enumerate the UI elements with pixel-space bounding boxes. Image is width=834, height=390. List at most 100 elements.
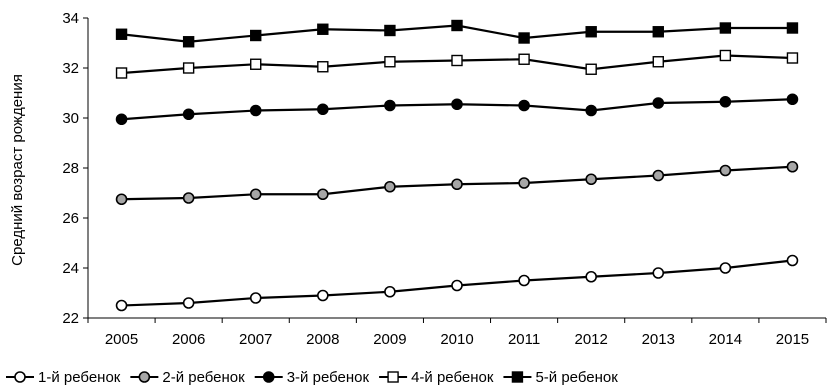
x-tick-label: 2011 [508,331,540,348]
data-point [451,54,463,67]
data-point [451,19,463,32]
data-point [786,160,799,173]
data-point [182,297,195,309]
data-point [786,52,799,64]
x-tick-label: 2006 [172,331,205,348]
legend-item-5: 5-й ребенок [503,369,618,386]
legend-marker [262,371,275,383]
data-point [384,285,396,298]
x-tick-label: 2008 [306,331,339,348]
legend-item-4: 4-й ребенок [379,369,494,386]
series-1 [115,254,799,312]
data-point [250,58,262,70]
data-point [115,67,128,79]
data-point [652,26,664,38]
data-point [518,99,530,112]
y-tick-label: 26 [62,210,79,227]
data-point [115,113,128,126]
data-point [719,262,732,274]
legend-label: 2-й ребенок [162,369,245,386]
data-point [585,26,597,38]
data-point [652,267,665,279]
y-axis-title-group: Средний возраст рождения [9,74,26,266]
data-point [115,28,128,40]
x-tick-label: 2015 [776,331,809,348]
data-point [518,274,530,287]
data-point [115,299,128,312]
data-point [585,173,597,186]
legend-marker [387,371,399,383]
legend-item-2: 2-й ребенок [130,369,245,386]
y-tick-label: 22 [62,310,79,327]
data-point [652,97,665,109]
data-point [786,254,799,267]
legend-marker [138,371,151,383]
legend-marker [511,371,524,383]
legend-label: 4-й ребенок [411,369,494,386]
x-tick-label: 2009 [373,331,406,348]
legend-label: 3-й ребенок [287,369,370,386]
axes: 22 24 26 28 30 32 34 2005 2006 2007 2008 2009 2010 20… [62,10,827,348]
data-point [182,108,195,121]
y-tick-label: 28 [62,160,79,177]
data-point [182,62,195,74]
data-point [585,63,597,75]
data-point [585,270,597,283]
data-point [652,169,665,182]
data-point [719,49,732,62]
data-point [786,22,799,34]
data-point [317,61,329,73]
data-point [451,98,463,111]
data-point [786,93,799,106]
x-tick-label: 2013 [642,331,675,348]
data-point [317,289,329,302]
legend-marker [14,371,26,383]
data-point [182,36,195,48]
data-point [249,188,262,201]
data-point [317,103,329,116]
data-point [384,180,396,193]
data-point [518,177,530,189]
data-point [384,24,396,37]
data-point [719,164,732,177]
y-tick-label: 34 [62,10,79,27]
data-point [317,23,329,35]
data-point [652,56,664,68]
x-tick-label: 2014 [709,331,742,348]
data-point [249,292,262,304]
legend-label: 5-й ребенок [535,369,618,386]
data-point [451,178,463,191]
y-tick-label: 32 [62,60,79,77]
data-point [518,53,530,65]
data-point [451,279,463,292]
legend-label: 1-й ребенок [38,369,121,386]
legend-item-1: 1-й ребенок [6,369,121,386]
y-axis-title: Средний возраст рождения [9,74,26,266]
y-tick-label: 24 [62,260,79,277]
data-point [115,193,128,206]
x-tick-label: 2005 [105,331,138,348]
data-point [384,56,396,68]
x-tick-label: 2012 [574,331,607,348]
x-tick-label: 2007 [239,331,272,348]
series-2 [115,160,799,206]
series-3 [115,93,799,126]
data-point [518,32,530,44]
data-point [250,29,262,42]
x-tick-label: 2010 [440,331,473,348]
data-point [384,99,396,112]
y-tick-label: 30 [62,110,79,127]
series-layer [115,19,799,312]
legend-item-3: 3-й ребенок [254,369,370,386]
series-4 [115,49,799,79]
data-point [249,104,262,117]
data-point [182,192,195,204]
data-point [317,188,329,201]
data-point [719,95,732,108]
data-point [719,22,732,34]
series-5 [115,19,799,48]
legend: 1-й ребенок 2-й ребенок 3-й ребенок 4-й реб… [6,369,618,386]
data-point [585,104,597,117]
